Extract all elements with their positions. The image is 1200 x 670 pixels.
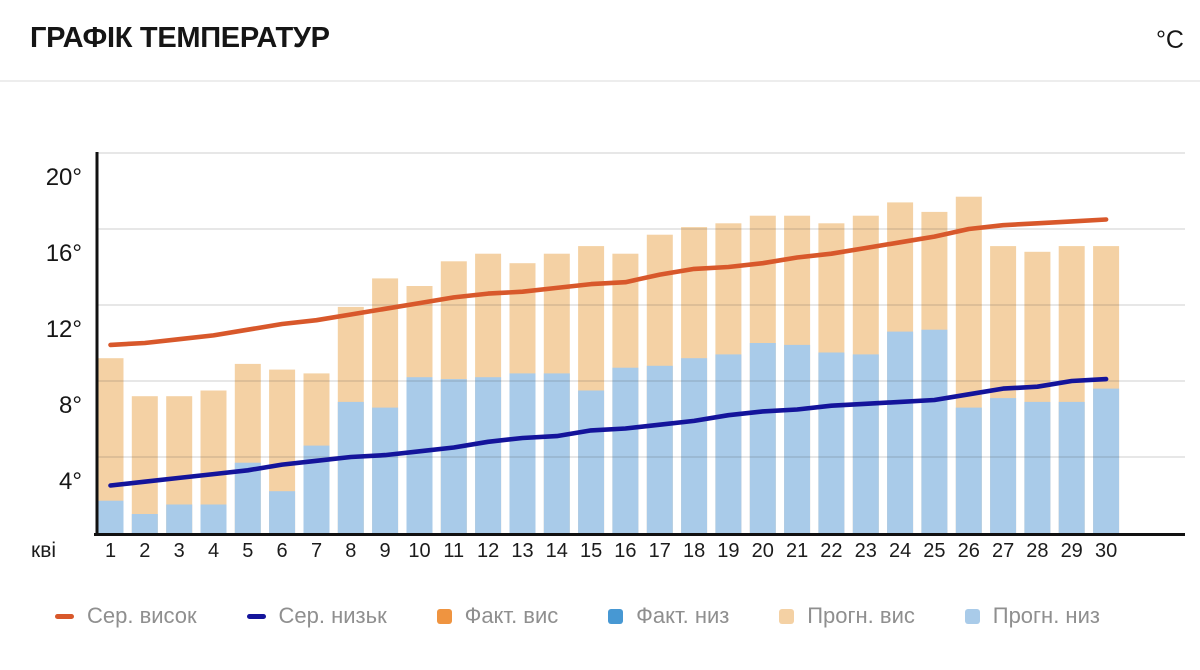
forecast-low-bar-day-9[interactable]	[372, 407, 399, 533]
temperature-unit-label: °C	[1155, 26, 1184, 54]
forecast-low-bar-day-29[interactable]	[1058, 401, 1085, 533]
avg-high-line	[108, 217, 1109, 348]
forecast-low-bar-day-19[interactable]	[715, 354, 742, 533]
avg-low-line	[108, 376, 1109, 488]
forecast-low-bar-day-14[interactable]	[543, 373, 570, 533]
actual-high-bar-swatch	[436, 608, 452, 624]
forecast-high-bar-day-2[interactable]	[131, 396, 158, 533]
header-divider	[0, 80, 1200, 82]
x-tick-label-10: 10	[408, 540, 430, 562]
y-tick-label-16: 16°	[46, 240, 82, 267]
actual-low-bar-swatch	[608, 608, 624, 624]
x-tick-label-12: 12	[477, 540, 499, 562]
avg-low-line-swatch	[246, 613, 266, 619]
x-tick-label-20: 20	[752, 540, 774, 562]
y-tick-label-4: 4°	[59, 468, 82, 495]
forecast-low-bar-day-20[interactable]	[749, 343, 776, 533]
legend-label: Прогн. вис	[807, 603, 915, 628]
x-tick-label-21: 21	[786, 540, 808, 562]
x-tick-label-26: 26	[958, 540, 980, 562]
forecast-low-bar-day-4[interactable]	[200, 504, 227, 534]
avg-high-line-swatch	[55, 613, 74, 619]
x-tick-label-2: 2	[139, 540, 150, 562]
legend-item-forecast-low: Прогн. низ	[964, 603, 1100, 629]
forecast-low-bar-day-21[interactable]	[784, 344, 811, 533]
forecast-low-bar-day-25[interactable]	[921, 329, 948, 533]
legend-item-avg-high: Сер. висок	[55, 603, 197, 629]
x-tick-label-18: 18	[683, 540, 705, 562]
x-tick-label-29: 29	[1061, 540, 1083, 562]
x-tick-label-15: 15	[580, 540, 602, 562]
forecast-high-bar-swatch	[779, 608, 795, 624]
y-tick-label-8: 8°	[59, 392, 82, 419]
legend-label: Прогн. низ	[992, 603, 1100, 628]
forecast-low-bar-day-22[interactable]	[818, 352, 845, 534]
forecast-low-bar-day-2[interactable]	[131, 514, 158, 533]
forecast-low-bar-day-8[interactable]	[337, 401, 364, 533]
y-tick-label-20: 20°	[46, 164, 82, 191]
legend-item-actual-high: Факт. вис	[436, 603, 559, 629]
legend-item-forecast-high: Прогн. вис	[779, 603, 915, 629]
x-tick-label-9: 9	[380, 540, 391, 562]
forecast-low-bar-day-27[interactable]	[990, 398, 1017, 533]
x-tick-label-27: 27	[992, 540, 1014, 562]
legend-label: Факт. низ	[636, 603, 730, 628]
forecast-low-bar-day-15[interactable]	[578, 390, 605, 534]
forecast-low-bar-day-30[interactable]	[1093, 388, 1120, 533]
legend-label: Факт. вис	[464, 603, 559, 628]
forecast-low-bar-day-28[interactable]	[1024, 401, 1051, 533]
x-tick-label-14: 14	[546, 540, 568, 562]
x-tick-label-7: 7	[311, 540, 322, 562]
x-tick-label-13: 13	[511, 540, 533, 562]
x-tick-label-17: 17	[649, 540, 671, 562]
x-tick-label-28: 28	[1026, 540, 1048, 562]
x-tick-label-1: 1	[105, 540, 116, 562]
forecast-low-bar-day-12[interactable]	[475, 377, 502, 533]
chart-legend: Сер. висок Сер. низьк Факт. вис Факт. ни…	[55, 603, 1100, 629]
x-tick-label-11: 11	[443, 540, 464, 562]
forecast-low-bar-day-16[interactable]	[612, 367, 639, 533]
forecast-low-bar-day-26[interactable]	[955, 407, 982, 533]
x-tick-label-23: 23	[855, 540, 877, 562]
x-tick-label-24: 24	[889, 540, 911, 562]
x-tick-label-25: 25	[923, 540, 945, 562]
forecast-low-bar-day-11[interactable]	[440, 379, 467, 533]
legend-label: Сер. низьк	[278, 603, 387, 628]
forecast-low-bar-swatch	[964, 608, 980, 624]
legend-item-avg-low: Сер. низьк	[246, 603, 387, 629]
y-tick-label-12: 12°	[46, 316, 82, 343]
forecast-low-bar-day-10[interactable]	[406, 377, 433, 533]
x-tick-label-22: 22	[820, 540, 842, 562]
forecast-low-bar-day-17[interactable]	[646, 365, 673, 533]
page-title: ГРАФІК ТЕМПЕРАТУР	[30, 22, 330, 54]
forecast-low-bar-day-18[interactable]	[681, 358, 708, 533]
legend-label: Сер. висок	[87, 603, 197, 628]
forecast-low-bar-day-24[interactable]	[887, 331, 914, 533]
x-tick-label-30: 30	[1095, 540, 1117, 562]
forecast-low-bar-day-1[interactable]	[97, 500, 124, 533]
x-tick-label-5: 5	[242, 540, 253, 562]
x-tick-label-4: 4	[208, 540, 219, 562]
x-axis-unit-label: кві	[31, 539, 56, 562]
x-tick-label-19: 19	[717, 540, 739, 562]
forecast-low-bar-day-23[interactable]	[852, 354, 879, 533]
forecast-low-bar-day-3[interactable]	[166, 504, 193, 534]
x-tick-label-3: 3	[174, 540, 185, 562]
temperature-chart-canvas: 4°8°12°16°20°кві 1 2 3 4 5 6 7 8 9 10 11 12 13 14 15 16 1…	[31, 152, 1185, 562]
x-tick-label-6: 6	[277, 540, 288, 562]
x-tick-label-8: 8	[345, 540, 356, 562]
forecast-low-bar-day-6[interactable]	[269, 491, 296, 533]
x-tick-label-16: 16	[614, 540, 636, 562]
forecast-low-bar-day-5[interactable]	[234, 462, 261, 533]
forecast-low-bar-day-13[interactable]	[509, 373, 536, 533]
legend-item-actual-low: Факт. низ	[608, 603, 729, 629]
